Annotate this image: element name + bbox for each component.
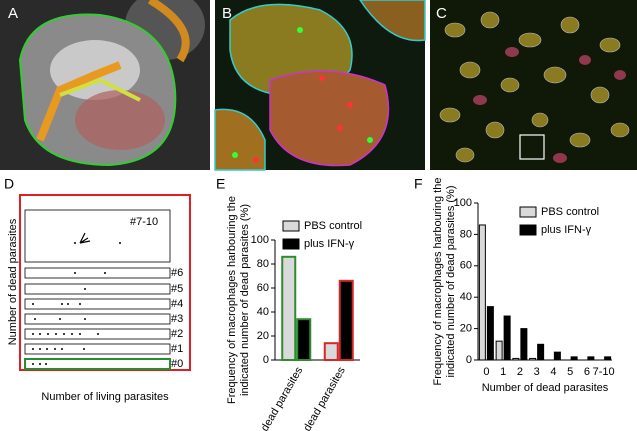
- panel-label: C: [436, 5, 447, 22]
- bar: [296, 318, 312, 362]
- row-box: [24, 343, 171, 355]
- bar: [478, 224, 486, 361]
- row-label: #2: [171, 328, 183, 340]
- x-tick-label: 1: [500, 366, 506, 378]
- panel-label: F: [414, 176, 423, 192]
- bar: [570, 356, 578, 361]
- bar: [604, 356, 612, 361]
- y-tick-label: 100: [454, 197, 472, 209]
- y-tick-label: 40: [460, 291, 472, 303]
- bar: [338, 279, 354, 361]
- x-tick-label: 0 dead parasites: [254, 365, 305, 431]
- y-tick-label: 80: [257, 258, 269, 270]
- bar: [512, 357, 520, 361]
- legend-label: plus IFN-γ: [304, 238, 355, 250]
- panel-label: A: [8, 5, 18, 22]
- x-tick-label: 0: [483, 366, 489, 378]
- row-label: #3: [171, 313, 183, 325]
- bar: [323, 342, 339, 362]
- y-tick-label: 0: [263, 354, 269, 366]
- legend-label: PBS control: [541, 206, 599, 218]
- panel-label: B: [222, 5, 232, 22]
- y-axis-label: Frequency of macrophages harbouring the: [226, 196, 238, 404]
- y-axis-label: indicated number of dead parasites (%): [239, 204, 251, 396]
- y-tick-label: 100: [251, 234, 269, 246]
- micrograph-a: A: [0, 0, 210, 170]
- legend-swatch: [519, 206, 537, 218]
- bar: [495, 340, 503, 361]
- micrograph-b: B: [214, 0, 426, 171]
- x-tick-label: 4: [550, 366, 556, 378]
- bar: [587, 356, 595, 361]
- x-axis-label: Number of living parasites: [41, 391, 169, 403]
- row-label: #4: [171, 298, 183, 310]
- bar: [503, 315, 511, 361]
- y-tick-label: 80: [460, 228, 472, 240]
- legend-swatch: [519, 224, 537, 236]
- legend-swatch: [282, 238, 300, 250]
- row-label: #0: [171, 358, 183, 370]
- row-box: [24, 313, 171, 325]
- x-axis-label: Number of dead parasites: [482, 382, 609, 394]
- x-tick-label: 7-10: [593, 366, 615, 378]
- row-label: #5: [171, 283, 183, 295]
- y-axis-label: Number of dead parasites: [7, 218, 19, 345]
- row-box: [24, 328, 171, 340]
- row-box: [24, 267, 171, 279]
- panel-label: E: [216, 176, 225, 192]
- y-tick-label: 20: [460, 323, 472, 335]
- row-box: [24, 298, 171, 310]
- x-tick-label: 5: [567, 366, 573, 378]
- row-label: #6: [171, 267, 183, 279]
- row-box: [24, 283, 171, 295]
- y-tick-label: 20: [257, 330, 269, 342]
- row-label: #7-10: [130, 216, 158, 228]
- y-axis-label: Frequency of macrophages harbouring the: [432, 178, 444, 386]
- bar: [520, 328, 528, 361]
- y-tick-label: 60: [257, 282, 269, 294]
- x-tick-label: 2: [517, 366, 523, 378]
- bar: [281, 255, 297, 361]
- legend-swatch: [282, 220, 300, 232]
- y-tick-label: 60: [460, 260, 472, 272]
- y-axis-label: indicated number of dead parasites (%): [445, 186, 457, 378]
- panel-d: D Number of dead parasites Number of liv…: [4, 176, 191, 403]
- micrograph-c: C: [430, 0, 637, 170]
- bar: [537, 343, 545, 361]
- legend-label: PBS control: [304, 220, 362, 232]
- legend-label: plus IFN-γ: [541, 224, 592, 236]
- x-tick-label: 3: [534, 366, 540, 378]
- y-tick-label: 0: [466, 354, 472, 366]
- row-box-zero: [24, 358, 171, 370]
- y-tick-label: 40: [257, 306, 269, 318]
- bar: [553, 351, 561, 361]
- row-label: #1: [171, 343, 183, 355]
- bar: [486, 306, 494, 361]
- x-tick-label: 6: [584, 366, 590, 378]
- panel-label: D: [4, 176, 14, 192]
- bar: [529, 357, 537, 361]
